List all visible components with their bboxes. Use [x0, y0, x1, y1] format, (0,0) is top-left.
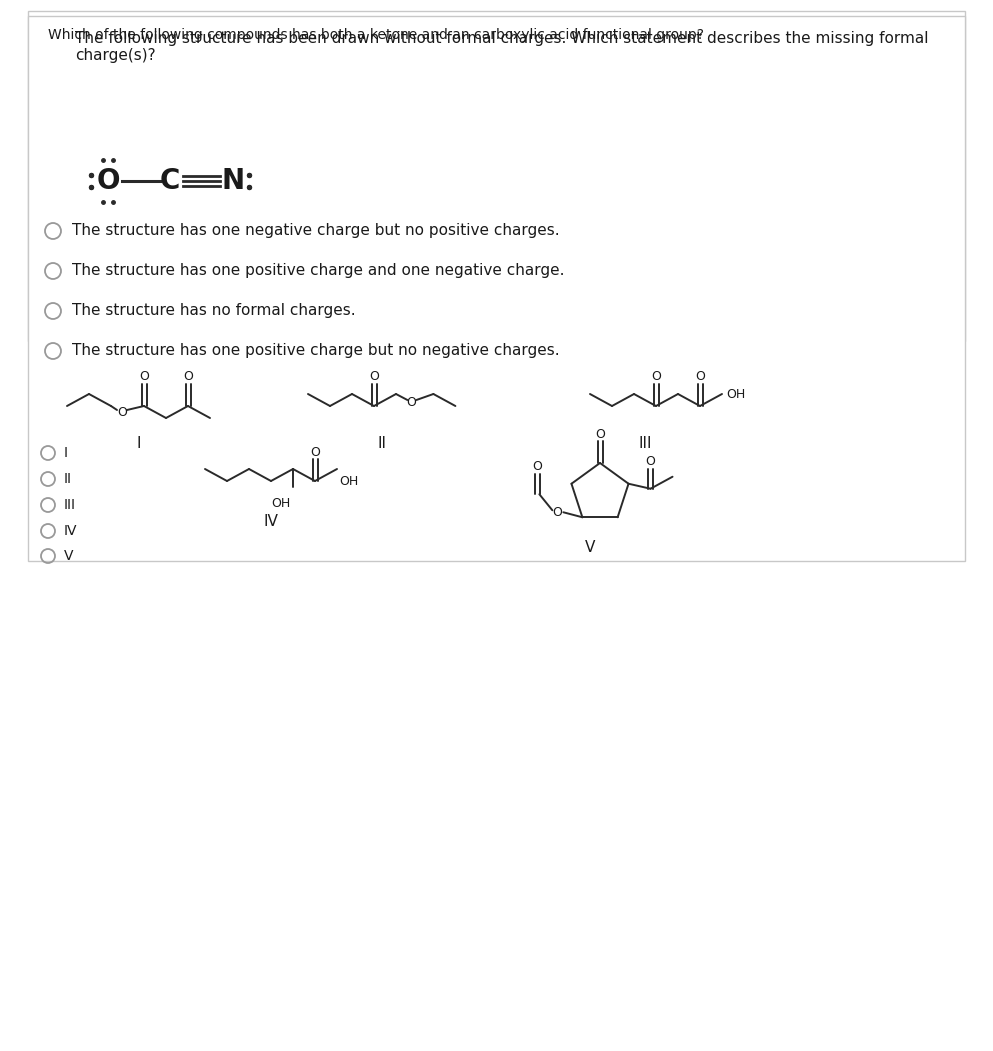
- Text: O: O: [139, 371, 149, 384]
- Text: O: O: [406, 396, 416, 410]
- Text: O: O: [645, 455, 655, 469]
- Text: III: III: [64, 498, 76, 512]
- Text: O: O: [695, 371, 705, 384]
- Text: O: O: [117, 406, 127, 418]
- Text: The following structure has been drawn without formal charges. Which statement d: The following structure has been drawn w…: [75, 30, 928, 63]
- Text: OH: OH: [271, 497, 291, 510]
- Text: The structure has no formal charges.: The structure has no formal charges.: [72, 304, 355, 318]
- Text: O: O: [552, 506, 562, 519]
- Text: I: I: [64, 446, 68, 460]
- Text: O: O: [96, 167, 120, 195]
- FancyBboxPatch shape: [28, 16, 965, 561]
- Text: OH: OH: [339, 475, 358, 488]
- Text: IV: IV: [263, 514, 278, 529]
- Text: O: O: [532, 459, 542, 473]
- Text: Which of the following compounds has both a ketone and an carboxylic acid functi: Which of the following compounds has bot…: [48, 28, 704, 42]
- Text: O: O: [651, 371, 661, 384]
- Text: IV: IV: [64, 524, 77, 538]
- Text: V: V: [585, 540, 595, 556]
- Text: O: O: [310, 446, 320, 458]
- Text: C: C: [160, 167, 180, 195]
- Text: V: V: [64, 549, 73, 563]
- FancyBboxPatch shape: [28, 11, 965, 341]
- Text: O: O: [183, 371, 193, 384]
- Text: The structure has one positive charge and one negative charge.: The structure has one positive charge an…: [72, 264, 564, 279]
- Text: O: O: [369, 371, 379, 384]
- Text: The structure has one negative charge but no positive charges.: The structure has one negative charge bu…: [72, 224, 560, 239]
- Text: The structure has one positive charge but no negative charges.: The structure has one positive charge bu…: [72, 344, 560, 358]
- Text: O: O: [595, 428, 605, 440]
- Text: II: II: [64, 472, 72, 486]
- Text: III: III: [638, 436, 651, 452]
- Text: I: I: [136, 436, 141, 452]
- Text: II: II: [377, 436, 386, 452]
- Text: N: N: [221, 167, 244, 195]
- Text: OH: OH: [726, 388, 746, 400]
